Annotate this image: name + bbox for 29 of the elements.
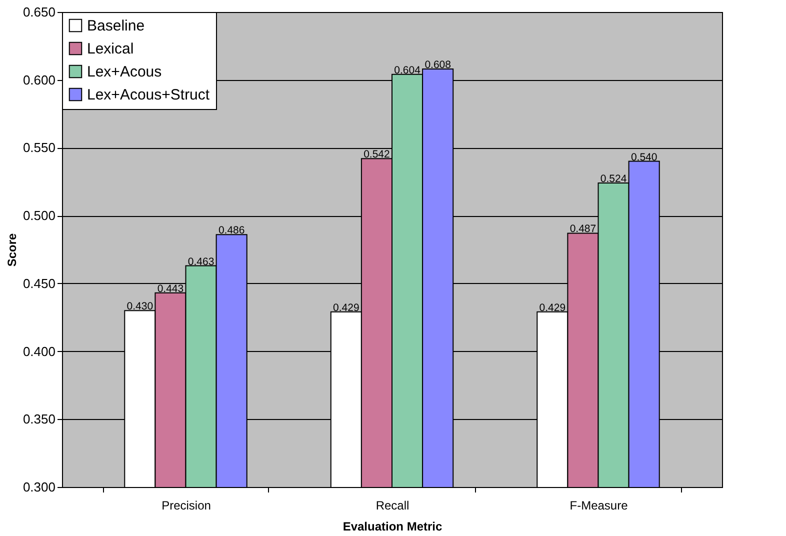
text: 0.608 [424, 59, 451, 71]
legend-label: Lexical [87, 40, 134, 58]
legend-label: Lex+Acous+Struct [87, 86, 210, 104]
x-tick-label: Precision [162, 498, 211, 512]
text: 0.429 [539, 302, 566, 314]
text: 0.486 [218, 224, 245, 237]
legend-label: Baseline [87, 18, 145, 34]
y-tick-label: 0.550 [22, 140, 56, 156]
y-tick-label: 0.600 [22, 72, 56, 88]
text: 0.463 [188, 256, 214, 268]
x-tick-label: Recall [376, 498, 410, 512]
y-tick-label: 0.300 [22, 480, 56, 494]
text: 0.524 [600, 173, 627, 185]
x-tick-label: F-Measure [570, 498, 628, 512]
legend-label: Lex+Acous [87, 64, 162, 80]
text: 0.429 [333, 302, 360, 314]
text: 0.443 [157, 282, 184, 295]
text: 0.604 [394, 64, 420, 76]
y-tick-label: 0.400 [22, 344, 56, 359]
y-tick-label: 0.650 [22, 4, 56, 20]
y-axis-title: Score [4, 233, 19, 267]
y-tick-label: 0.450 [22, 276, 56, 291]
y-tick-label: 0.350 [22, 412, 56, 427]
text: 0.540 [630, 151, 658, 164]
y-tick-label: 0.500 [22, 208, 56, 224]
text: 0.430 [126, 300, 154, 313]
x-axis-title: Evaluation Metric [342, 520, 443, 534]
text: 0.542 [364, 148, 390, 161]
text: 0.487 [570, 223, 596, 236]
